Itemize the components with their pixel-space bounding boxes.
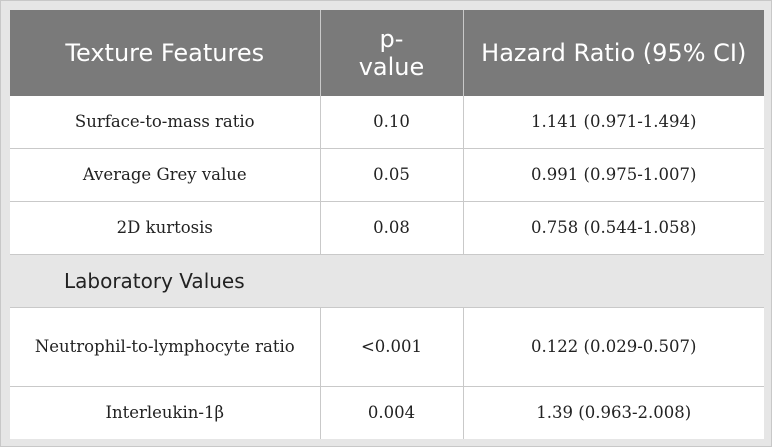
- hazard-ratio-cell: 0.991 (0.975-1.007): [462, 148, 764, 203]
- header-texture-features: Texture Features: [10, 10, 321, 96]
- header-hazard-ratio: Hazard Ratio (95% CI): [462, 10, 764, 96]
- feature-cell: Neutrophil-to-lymphocyte ratio: [10, 307, 321, 387]
- feature-cell: Surface-to-mass ratio: [10, 96, 321, 150]
- table-row: Average Grey value 0.05 0.991 (0.975-1.0…: [10, 148, 764, 203]
- feature-cell: 2D kurtosis: [10, 201, 321, 256]
- table-row: Surface-to-mass ratio 0.10 1.141 (0.971-…: [10, 96, 764, 150]
- table-row: Neutrophil-to-lymphocyte ratio <0.001 0.…: [10, 307, 764, 387]
- feature-cell: Interleukin-1β: [10, 385, 321, 439]
- hazard-ratio-cell: 0.758 (0.544-1.058): [462, 201, 764, 256]
- hazard-ratio-cell: 1.141 (0.971-1.494): [462, 96, 764, 150]
- p-value-cell: <0.001: [319, 307, 464, 387]
- feature-cell: Average Grey value: [10, 148, 321, 203]
- p-value-cell: 0.004: [319, 385, 464, 439]
- hazard-ratio-table: Texture Features p-value Hazard Ratio (9…: [10, 10, 764, 439]
- section-label: Laboratory Values: [10, 254, 764, 309]
- table-row: 2D kurtosis 0.08 0.758 (0.544-1.058): [10, 201, 764, 256]
- hazard-ratio-cell: 1.39 (0.963-2.008): [462, 385, 764, 439]
- hazard-ratio-cell: 0.122 (0.029-0.507): [462, 307, 764, 387]
- p-value-cell: 0.10: [319, 96, 464, 150]
- header-p-value-text: p-value: [358, 25, 425, 81]
- p-value-cell: 0.08: [319, 201, 464, 256]
- table-row: Interleukin-1β 0.004 1.39 (0.963-2.008): [10, 385, 764, 439]
- header-p-value: p-value: [319, 10, 464, 96]
- section-row-laboratory-values: Laboratory Values: [10, 254, 764, 309]
- p-value-cell: 0.05: [319, 148, 464, 203]
- header-row: Texture Features p-value Hazard Ratio (9…: [10, 10, 764, 96]
